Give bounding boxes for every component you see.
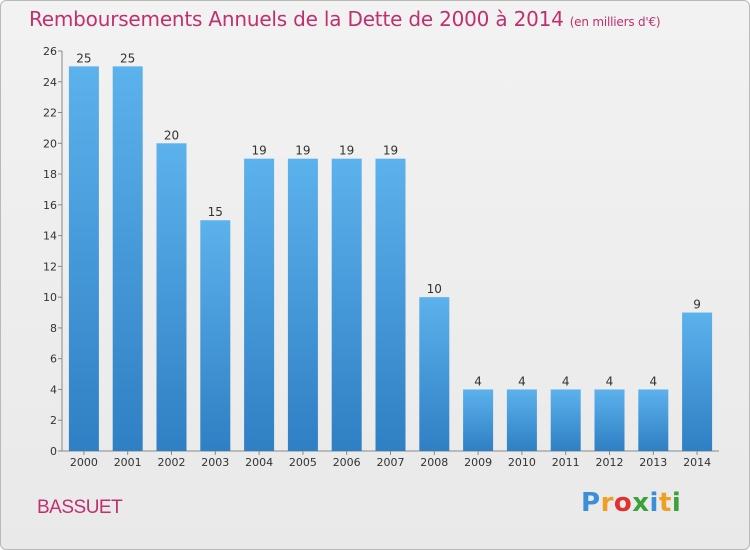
logo-letter: i — [649, 488, 659, 518]
x-tick-label: 2004 — [245, 456, 273, 469]
bar — [112, 66, 143, 451]
bar — [200, 220, 231, 451]
x-tick-label: 2005 — [289, 456, 317, 469]
bar-value-label: 4 — [606, 374, 614, 388]
logo-letter: t — [658, 488, 672, 518]
x-tick-label: 2002 — [158, 456, 186, 469]
bar-value-label: 19 — [251, 144, 266, 158]
y-tick-label: 26 — [43, 45, 57, 58]
logo-letter: P — [581, 488, 601, 518]
x-tick-label: 2010 — [508, 456, 536, 469]
y-tick-label: 20 — [43, 137, 57, 150]
bar-value-label: 10 — [427, 282, 442, 296]
bar — [68, 66, 99, 451]
x-tick-label: 2003 — [201, 456, 229, 469]
bar-value-label: 19 — [295, 144, 310, 158]
bar — [287, 158, 318, 451]
bar — [682, 312, 713, 451]
bar-value-label: 4 — [474, 374, 482, 388]
chart-subtitle: (en milliers d'€) — [569, 15, 661, 29]
y-tick-label: 0 — [50, 445, 57, 458]
proxiti-logo: Proxiti — [581, 488, 681, 518]
bar-value-label: 4 — [649, 374, 657, 388]
x-tick-label: 2008 — [420, 456, 448, 469]
bar — [419, 297, 450, 451]
x-tick-label: 2012 — [596, 456, 624, 469]
y-tick-label: 16 — [43, 199, 57, 212]
y-tick-label: 6 — [50, 353, 57, 366]
bar-value-label: 19 — [339, 144, 354, 158]
y-tick-label: 14 — [43, 230, 57, 243]
commune-name: BASSUET — [37, 497, 123, 518]
chart-title-text: Remboursements Annuels de la Dette de 20… — [29, 7, 564, 31]
bar-value-label: 25 — [120, 51, 135, 65]
y-tick-label: 2 — [50, 414, 57, 427]
logo-letter: x — [632, 488, 650, 518]
bar — [244, 158, 275, 451]
logo-letter: o — [613, 488, 633, 518]
x-tick-label: 2006 — [333, 456, 361, 469]
bar — [375, 158, 406, 451]
x-tick-label: 2009 — [464, 456, 492, 469]
bar — [331, 158, 362, 451]
x-tick-label: 2007 — [377, 456, 405, 469]
y-tick-label: 22 — [43, 107, 57, 120]
bar-value-label: 19 — [383, 144, 398, 158]
y-tick-label: 18 — [43, 168, 57, 181]
logo-letter: i — [671, 488, 682, 518]
bar — [594, 389, 625, 451]
bar — [506, 389, 537, 451]
bar-value-label: 15 — [208, 205, 223, 219]
bar-value-label: 4 — [562, 374, 570, 388]
y-tick-label: 10 — [43, 291, 57, 304]
bar-value-label: 20 — [164, 128, 179, 142]
bar-value-label: 25 — [76, 51, 91, 65]
bar — [550, 389, 581, 451]
bar — [638, 389, 669, 451]
bar-value-label: 4 — [518, 374, 526, 388]
chart-title: Remboursements Annuels de la Dette de 20… — [29, 7, 661, 31]
x-tick-label: 2011 — [552, 456, 580, 469]
y-tick-label: 4 — [50, 383, 57, 396]
x-tick-label: 2013 — [639, 456, 667, 469]
y-tick-label: 24 — [43, 76, 57, 89]
y-tick-label: 8 — [50, 322, 57, 335]
x-tick-label: 2000 — [70, 456, 98, 469]
bar-value-label: 9 — [693, 298, 701, 312]
logo-letter: r — [600, 488, 614, 518]
x-tick-label: 2001 — [114, 456, 142, 469]
x-tick-label: 2014 — [683, 456, 711, 469]
bar — [463, 389, 494, 451]
bar — [156, 143, 187, 452]
y-tick-label: 12 — [43, 260, 57, 273]
